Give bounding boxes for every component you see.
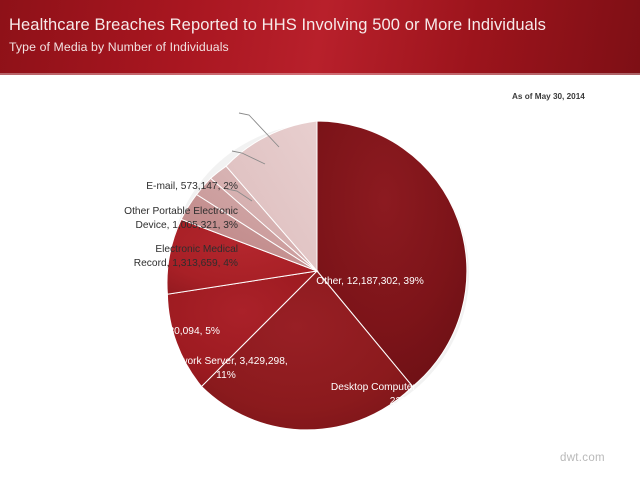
footer-logo: dwt.com [560, 452, 605, 464]
pie-slice-other[interactable] [316, 120, 468, 388]
label-network-server: Network Server, 3,429,298, 11% [164, 356, 288, 381]
label-desktop-computer: Desktop Computer, 6,906,477, 22% [330, 382, 470, 407]
label-electronic-medical-record: Electronic Medical Record, 1,313,659, 4% [133, 244, 238, 269]
label-paper: Paper, 1,680,094, 5% [122, 326, 220, 337]
page-subtitle: Type of Media by Number of Individuals [9, 40, 229, 54]
pie-slice-desktop-computer[interactable] [200, 270, 414, 431]
as-of-date: As of May 30, 2014 [512, 92, 585, 101]
pie-chart-svg [166, 112, 469, 431]
label-laptop: Laptop, 4,327,811, 14% [216, 444, 324, 455]
slide-header: Healthcare Breaches Reported to HHS Invo… [0, 0, 640, 75]
pie-slice-email[interactable] [225, 120, 318, 273]
pie-slice-laptop[interactable] [166, 270, 319, 388]
label-other-portable-electronic-device: Other Portable Electronic Device, 1,005,… [124, 206, 238, 231]
leader-line-emr [226, 188, 253, 202]
pie-chart: E-mail, 573,147, 2% Other Portable Elect… [0, 75, 640, 478]
leader-line-other-portable [231, 150, 266, 165]
label-other: Other, 12,187,302, 39% [316, 276, 424, 287]
leader-line-email [238, 112, 280, 148]
page-title: Healthcare Breaches Reported to HHS Invo… [9, 16, 547, 34]
label-email: E-mail, 573,147, 2% [146, 181, 238, 192]
